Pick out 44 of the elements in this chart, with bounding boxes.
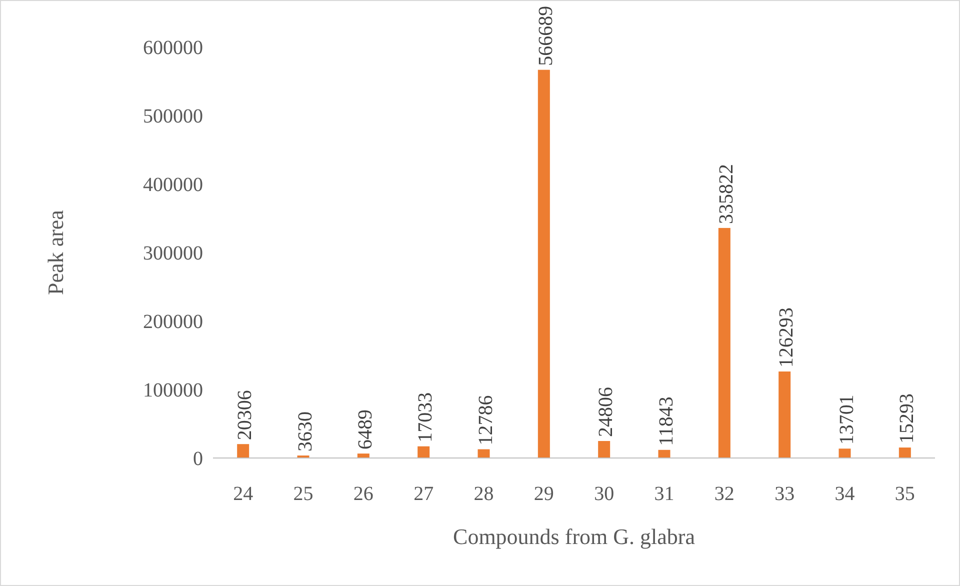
bar [237, 444, 250, 458]
bar [838, 448, 851, 458]
y-tick-label: 100000 [143, 380, 203, 402]
x-tick-label: 31 [654, 483, 674, 505]
bar [898, 448, 911, 458]
x-tick-label: 26 [353, 483, 374, 505]
data-label: 15293 [896, 394, 918, 444]
y-axis-title: Peak area [43, 210, 68, 295]
x-tick-label: 35 [894, 483, 915, 505]
x-tick-label: 30 [594, 483, 614, 505]
y-tick-label: 300000 [143, 242, 203, 264]
x-tick-label: 28 [474, 483, 494, 505]
x-tick-label: 34 [834, 483, 855, 505]
bar [357, 454, 370, 458]
bar [718, 228, 730, 458]
y-tick-label: 400000 [143, 174, 203, 196]
bar [538, 70, 550, 458]
x-tick-label: 33 [774, 483, 795, 505]
x-tick-label: 29 [534, 483, 554, 505]
data-label: 3630 [294, 412, 316, 452]
x-tick-label: 32 [714, 483, 734, 505]
data-label: 566689 [534, 6, 557, 66]
data-label: 126293 [776, 307, 798, 368]
y-tick-label: 200000 [143, 311, 203, 333]
data-label: 20306 [234, 390, 256, 440]
x-axis-title: Compounds from G. glabra [453, 524, 696, 549]
data-label: 12786 [474, 395, 497, 446]
y-tick-label: 600000 [143, 37, 203, 59]
y-tick-label: 500000 [143, 106, 203, 128]
x-tick-label: 24 [233, 483, 254, 505]
bar [418, 446, 430, 458]
x-tick-label: 25 [293, 483, 314, 505]
data-label: 13701 [836, 394, 858, 445]
bar [778, 371, 791, 458]
bar [598, 441, 610, 458]
data-label: 17033 [414, 392, 437, 442]
data-label: 24806 [595, 387, 618, 438]
data-label: 6489 [354, 410, 376, 450]
x-tick-label: 27 [414, 483, 434, 505]
y-tick-label: 0 [193, 448, 203, 470]
bar [658, 450, 670, 458]
data-label: 11843 [655, 396, 678, 446]
data-label: 335822 [715, 164, 738, 224]
bar [478, 449, 490, 458]
